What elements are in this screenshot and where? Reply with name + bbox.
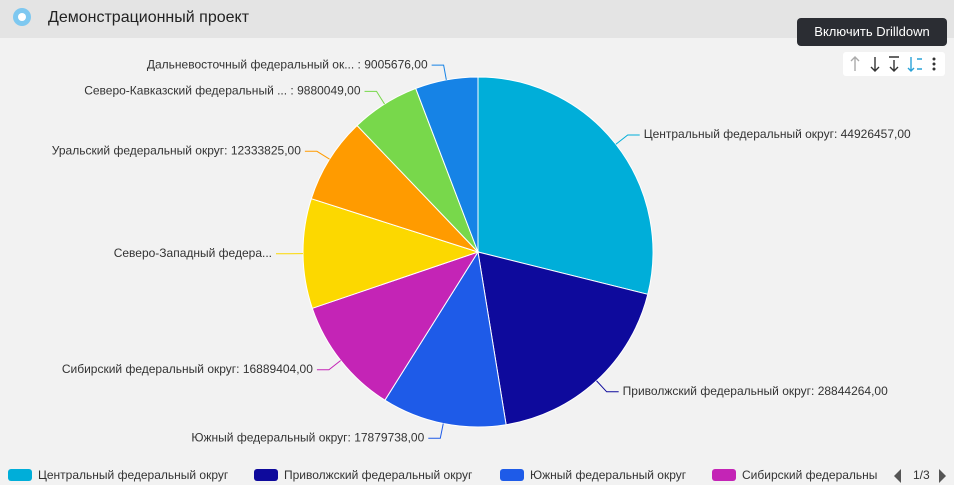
toolbar-icons[interactable]: [843, 52, 945, 76]
legend-swatch: [8, 469, 32, 481]
header-bar: Демонстрационный проект: [0, 0, 954, 38]
pie-slice: [477, 251, 649, 426]
leader-line: [316, 360, 341, 371]
legend-next: [939, 469, 946, 483]
slice-label: Приволжский федеральный округ: 28844264,…: [623, 384, 888, 398]
pie-slice: [302, 198, 480, 309]
slice-label: Сибирский федеральный округ: 16889404,00: [62, 362, 313, 376]
legend-page: 1/3: [913, 468, 930, 482]
legend-prev: [894, 469, 901, 483]
leader-line: [596, 380, 619, 393]
legend-label: Приволжский федеральный округ: [284, 468, 473, 482]
legend-swatch: [500, 469, 524, 481]
leader-line: [431, 64, 447, 80]
slice-label: Уральский федеральный округ: 12333825,00: [52, 143, 301, 157]
slice-label: Центральный федеральный округ: 44926457,…: [644, 127, 911, 141]
slice-label: Дальневосточный федеральный ок... : 9005…: [147, 57, 428, 71]
slice-label: Северо-Кавказский федеральный ... : 9880…: [84, 84, 361, 98]
leader-line: [428, 423, 444, 439]
pie-slice: [415, 76, 479, 253]
legend-label: Южный федеральный округ: [530, 468, 687, 482]
toolbar[interactable]: [843, 52, 945, 76]
slice-label: Южный федеральный округ: 17879738,00: [191, 430, 424, 444]
legend-label: Сибирский федеральны: [742, 468, 877, 482]
leader-line: [615, 134, 640, 145]
tooltip: Включить Drilldown: [797, 18, 947, 46]
pie-slice: [310, 124, 479, 253]
leader-line: [364, 90, 385, 105]
leader-line: [304, 150, 330, 160]
app-icon: [13, 8, 31, 26]
pie-slice: [311, 251, 480, 401]
pie-slice: [356, 87, 479, 253]
legend-swatch: [712, 469, 736, 481]
pie-slice: [477, 76, 654, 295]
legend-label: Центральный федеральный округ: [38, 468, 229, 482]
title: Демонстрационный проект: [48, 9, 250, 26]
legend-swatch: [254, 469, 278, 481]
slice-label: Северо-Западный федера...: [114, 246, 272, 260]
pie-slice: [384, 250, 507, 428]
